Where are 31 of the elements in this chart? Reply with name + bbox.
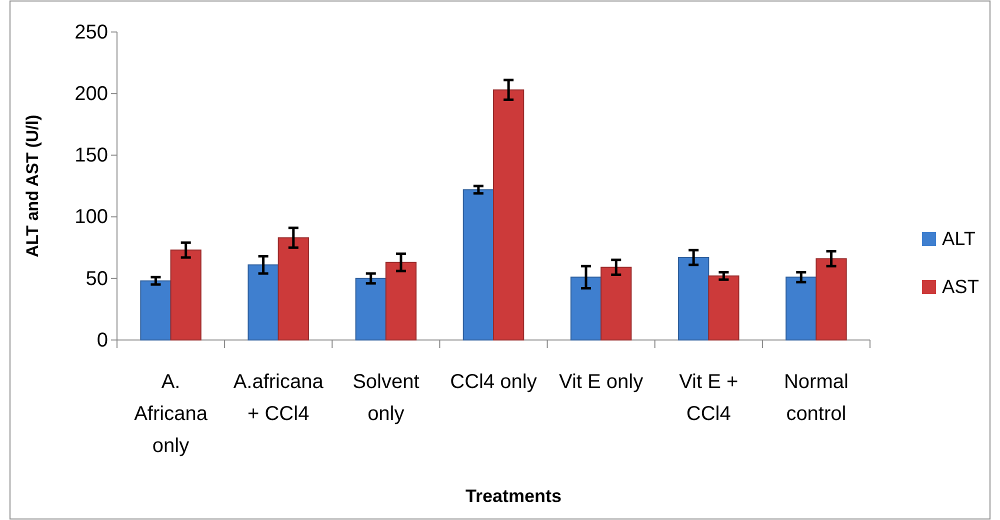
- x-tick-label: CCl4 only: [450, 371, 537, 393]
- y-tick-label: 100: [74, 206, 108, 228]
- x-tick-label: Solvent only: [352, 371, 420, 425]
- bar: [462, 189, 494, 340]
- bar: [786, 276, 817, 340]
- legend-label: AST: [942, 277, 980, 298]
- bar: [816, 258, 847, 340]
- y-tick-label: 150: [74, 144, 108, 167]
- bar: [170, 250, 202, 340]
- y-tick-label: 200: [74, 83, 108, 105]
- bar: [248, 264, 279, 340]
- bar: [708, 275, 740, 340]
- bar: [278, 237, 309, 340]
- bar: [355, 278, 386, 340]
- y-axis-title: ALT and AST (U/l): [23, 114, 42, 258]
- bar: [600, 266, 632, 340]
- bar: [678, 256, 710, 340]
- x-axis-title: Treatments: [465, 486, 562, 506]
- legend-label: ALT: [942, 229, 976, 250]
- x-tick-label: Vit E + CCl4: [679, 371, 738, 425]
- x-tick-label: A.africana + CCl4: [233, 371, 324, 425]
- y-tick-label: 0: [96, 329, 108, 352]
- bar: [570, 276, 602, 340]
- bar: [140, 280, 172, 340]
- x-tick-label: Normal control: [784, 371, 848, 425]
- x-tick-label: Vit E only: [559, 371, 644, 393]
- bar: [493, 89, 524, 340]
- bar: [385, 262, 417, 340]
- x-tick-label: A. Africana only: [134, 371, 208, 457]
- y-tick-label: 50: [86, 268, 108, 290]
- y-tick-label: 250: [74, 21, 108, 44]
